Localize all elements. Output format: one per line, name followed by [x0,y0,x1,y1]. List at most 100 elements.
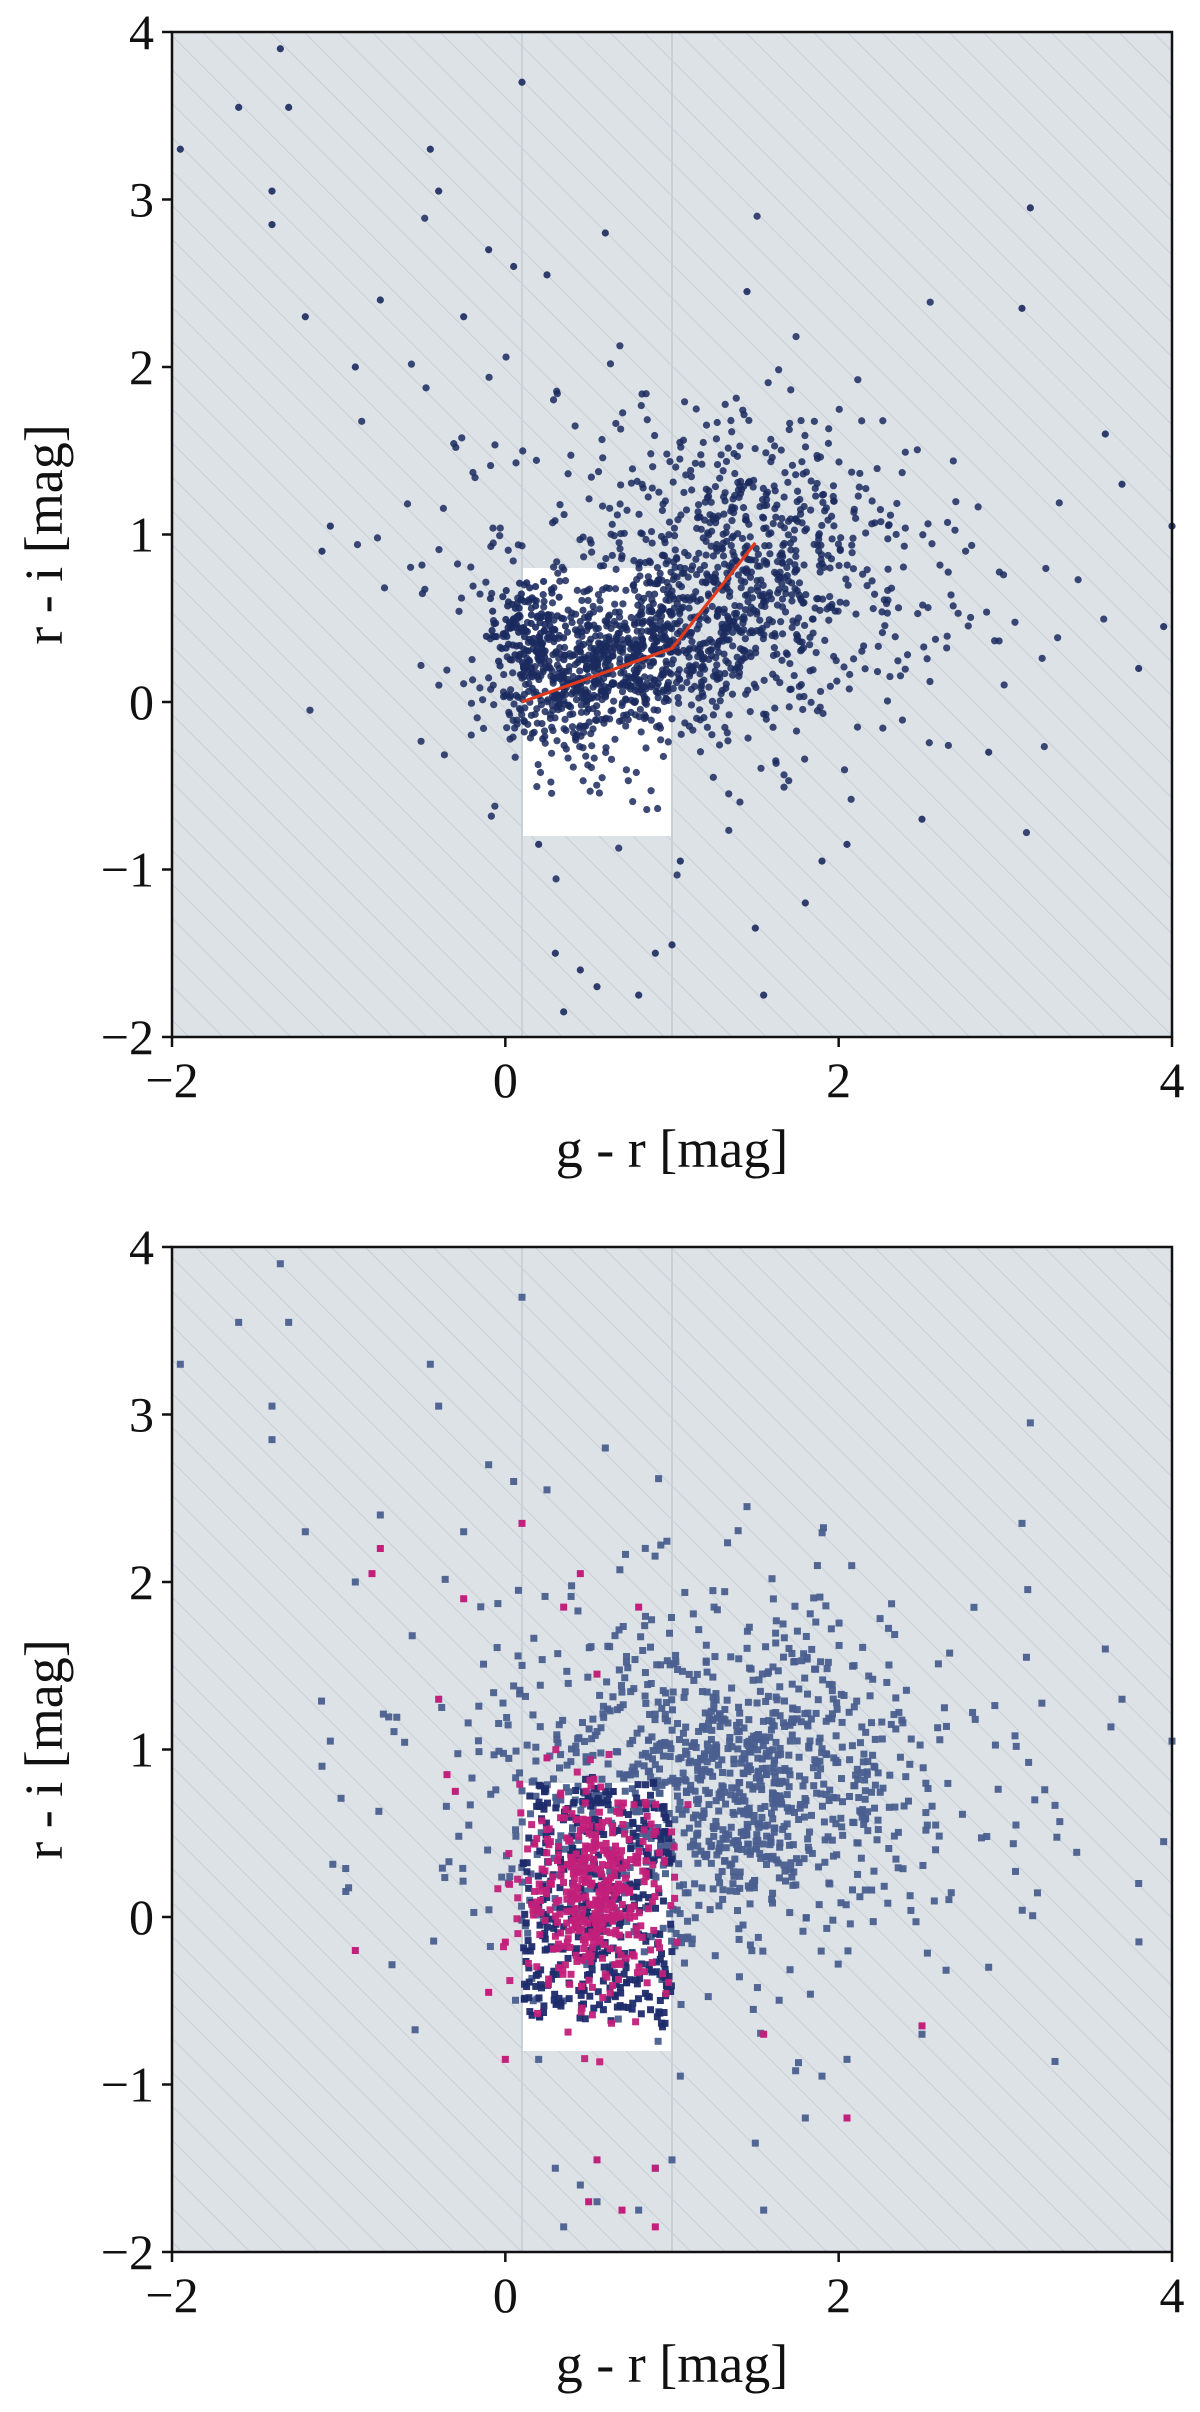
data-point [925,739,933,747]
highlighted-point [598,1954,606,1962]
data-point [928,540,936,548]
highlighted-point [618,1901,626,1909]
data-point [676,1798,684,1806]
data-point [569,672,577,681]
data-point [901,665,909,673]
selected-point [611,1991,619,1999]
data-point [569,1824,577,1832]
highlighted-point [588,1831,596,1839]
data-point [834,1960,842,1968]
data-point [595,789,603,797]
data-point [770,442,779,450]
selected-point [594,1794,602,1802]
highlighted-point [594,1897,602,1905]
data-point [586,536,594,544]
highlighted-point [541,1916,549,1924]
data-point [504,598,513,606]
data-point [858,417,866,425]
data-point [406,563,415,571]
data-point [473,714,481,722]
data-point [694,1762,702,1770]
data-point [864,1758,872,1766]
data-point [582,1753,590,1761]
data-point [1053,1833,1061,1841]
highlighted-point [589,1862,597,1870]
highlighted-point [555,1851,563,1859]
data-point [783,563,791,572]
data-point [479,696,487,704]
selected-point [653,2013,661,2021]
data-point [675,1860,683,1868]
data-point [820,1818,828,1826]
data-point [743,542,751,550]
data-point [586,787,594,795]
data-point [862,484,870,493]
data-point [459,1864,467,1872]
highlighted-point [554,1944,562,1952]
data-point [645,1753,653,1761]
data-point [726,1734,734,1742]
data-point [459,1877,467,1885]
data-point [476,590,484,598]
data-point [561,715,569,724]
data-point [744,1768,752,1776]
data-point [656,1765,664,1773]
data-point [689,593,697,601]
selected-point [587,1802,595,1810]
data-point [589,725,597,733]
selected-point [667,1920,675,1928]
data-point [735,1736,743,1744]
data-point [604,1705,612,1713]
data-point [767,1809,775,1817]
data-point [489,607,497,615]
data-point [944,568,952,576]
outlier-point [285,1318,293,1326]
data-point [825,1796,833,1804]
data-point [552,648,560,656]
data-point [757,1854,765,1862]
data-point [577,701,585,709]
data-point [551,1903,559,1911]
data-point [577,732,585,740]
data-point [710,574,719,582]
highlighted-point [605,1750,613,1758]
selected-point [665,1834,673,1842]
data-point [874,1816,882,1824]
data-point [493,1644,501,1652]
data-point [455,1832,463,1840]
data-point [776,678,784,687]
data-point [524,720,532,728]
highlighted-point [549,1945,557,1953]
data-point [679,1729,687,1737]
data-point [828,600,836,609]
selected-point [536,1847,544,1855]
highlighted-point [626,1888,634,1896]
data-point [947,591,955,599]
data-point [782,589,790,598]
data-point [734,530,742,538]
x-tick-label: 4 [1160,2267,1185,2323]
y-axis-label: r - i [mag] [14,1639,74,1859]
data-point [833,1699,841,1707]
data-point [769,1764,777,1772]
outlier-point [518,78,526,86]
data-point [465,1821,473,1829]
selected-point [622,1964,630,1972]
data-point [725,826,733,834]
data-point [488,626,496,635]
data-point [896,672,905,680]
data-point [924,1785,932,1793]
data-point [844,581,852,589]
data-point [769,723,777,731]
data-point [907,1906,915,1914]
data-point [624,636,632,644]
data-point [693,524,701,532]
data-point [673,1906,681,1914]
data-point [720,560,729,568]
data-point [612,419,620,428]
data-point [627,479,636,487]
data-point [840,663,848,671]
data-point [793,1855,801,1863]
data-point [859,1758,867,1766]
data-point [556,501,564,509]
